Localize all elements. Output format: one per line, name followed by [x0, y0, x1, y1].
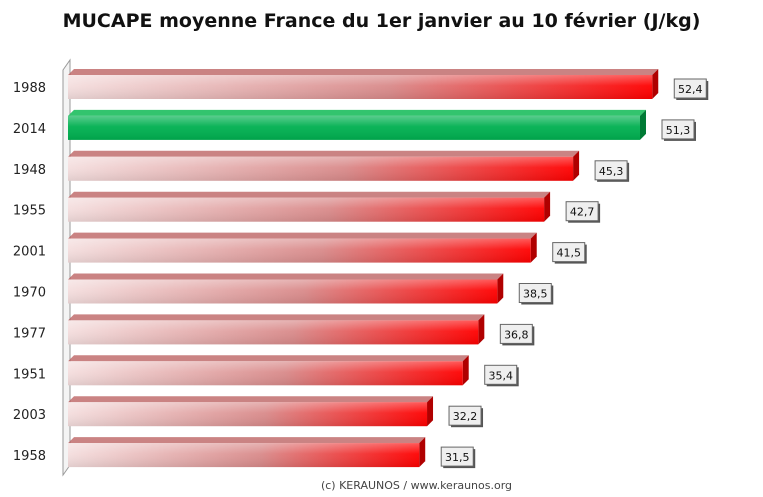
bar-top-2014 [68, 109, 646, 116]
bar-top-1977 [68, 314, 485, 321]
bar-side-1958 [419, 437, 426, 468]
bar-1951 [68, 355, 469, 386]
category-label-1948: 1948 [13, 163, 46, 178]
bar-side-1948 [573, 150, 580, 181]
bar-side-2003 [427, 396, 434, 427]
bar-shine-1951 [68, 361, 463, 386]
bar-2003 [68, 396, 434, 427]
bar-shine-2003 [68, 402, 428, 427]
bar-side-2001 [530, 232, 537, 263]
value-text-1955: 42,7 [570, 206, 595, 219]
value-text-1958: 31,5 [445, 451, 470, 464]
bar-side-1988 [652, 69, 659, 99]
bar-shine-1955 [68, 197, 545, 222]
value-labels: 52,4 51,3 45,3 42,7 41,5 38,5 36,8 35,4 32,2 31,5 [440, 78, 709, 469]
category-label-1951: 1951 [13, 367, 46, 382]
bar-side-1955 [544, 191, 551, 222]
value-text-2003: 32,2 [453, 410, 478, 423]
value-label-1988: 52,4 [673, 78, 709, 100]
value-label-1955: 42,7 [565, 201, 601, 223]
bar-1958 [68, 437, 426, 468]
bar-shine-1958 [68, 443, 420, 468]
value-label-2001: 41,5 [552, 242, 587, 264]
value-label-1948: 45,3 [594, 160, 630, 182]
bar-shine-2001 [68, 238, 531, 263]
bar-shine-1970 [68, 279, 498, 304]
bar-side-1951 [462, 355, 469, 386]
bar-1977 [68, 314, 485, 345]
bar-1955 [68, 191, 551, 222]
bar-1970 [68, 273, 504, 304]
value-text-2014: 51,3 [666, 124, 691, 137]
bar-1988 [68, 69, 659, 99]
value-text-1948: 45,3 [599, 165, 624, 178]
bar-shine-1988 [68, 75, 653, 99]
bar-shine-2014 [68, 115, 640, 140]
bar-1948 [68, 150, 580, 181]
value-label-1958: 31,5 [440, 446, 476, 469]
bar-shine-1948 [68, 156, 574, 181]
category-label-2003: 2003 [13, 408, 46, 423]
bar-top-1988 [68, 69, 659, 75]
bar-side-2014 [639, 109, 646, 140]
category-labels: 1988 2014 1948 1955 2001 1970 1977 1951 2003 1958 [13, 81, 46, 464]
bar-top-1958 [68, 437, 426, 444]
category-label-1970: 1970 [13, 286, 46, 301]
bar-top-1951 [68, 355, 469, 362]
bar-side-1970 [497, 273, 504, 304]
bar-side-1977 [478, 314, 485, 345]
value-text-1951: 35,4 [488, 369, 513, 382]
value-label-1970: 38,5 [518, 283, 554, 305]
value-text-1977: 36,8 [504, 328, 529, 341]
value-label-1977: 36,8 [499, 323, 535, 346]
category-label-2001: 2001 [13, 245, 46, 260]
category-label-2014: 2014 [13, 122, 46, 137]
bar-top-2001 [68, 232, 537, 239]
bar-2001 [68, 232, 537, 263]
category-label-1958: 1958 [13, 449, 46, 464]
bar-top-2003 [68, 396, 434, 403]
value-label-2014: 51,3 [661, 119, 696, 141]
chart-title: MUCAPE moyenne France du 1er janvier au … [62, 10, 701, 32]
bars-group [68, 69, 659, 468]
credit-text: (c) KERAUNOS / www.keraunos.org [320, 479, 513, 492]
bar-top-1970 [68, 273, 504, 280]
bar-2014 [68, 109, 646, 140]
bar-shine-1977 [68, 320, 479, 345]
category-label-1977: 1977 [13, 326, 46, 341]
bar-top-1955 [68, 191, 551, 198]
value-text-1988: 52,4 [678, 83, 703, 96]
value-text-2001: 41,5 [556, 247, 581, 260]
value-text-1970: 38,5 [523, 288, 548, 301]
bar-top-1948 [68, 150, 580, 157]
category-label-1988: 1988 [13, 81, 46, 96]
value-label-2003: 32,2 [448, 405, 484, 428]
value-label-1951: 35,4 [484, 364, 519, 387]
category-label-1955: 1955 [13, 204, 46, 219]
